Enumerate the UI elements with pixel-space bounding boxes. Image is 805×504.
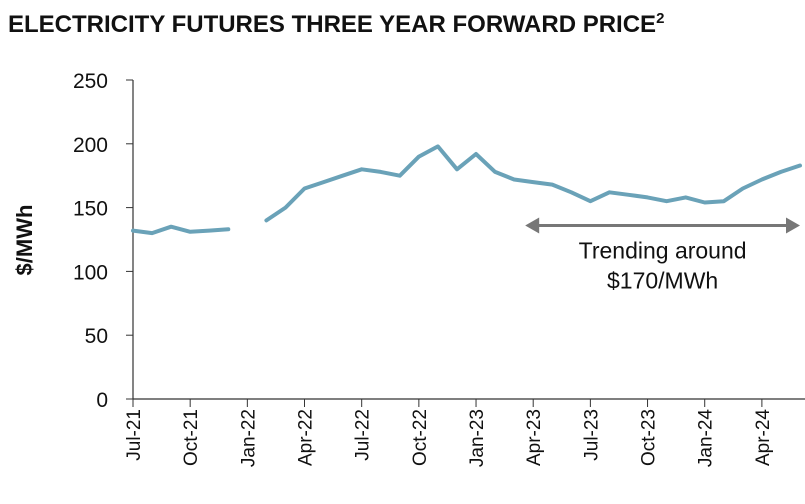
- price-line: [131, 144, 802, 236]
- x-tick-label: Jul-23: [581, 409, 602, 461]
- x-tick-label: Oct-23: [639, 409, 660, 466]
- title-text: ELECTRICITY FUTURES THREE YEAR FORWARD P…: [8, 11, 656, 38]
- x-tick-label: Oct-21: [181, 409, 202, 466]
- y-tick-label: 50: [85, 325, 108, 348]
- x-tick-label: Apr-23: [524, 409, 545, 466]
- x-tick-label: Jul-21: [124, 409, 145, 461]
- x-tick-label: Jan-23: [467, 409, 488, 467]
- annotation-text: $170/MWh: [607, 267, 718, 293]
- y-axis-label: $/MWh: [12, 205, 37, 276]
- x-tick-label: Apr-24: [753, 409, 774, 466]
- arrow-head: [786, 217, 800, 234]
- y-tick-label: 200: [73, 134, 108, 157]
- y-tick-label: 0: [96, 389, 108, 412]
- y-tick-label: 150: [73, 198, 108, 221]
- arrow-head: [525, 217, 540, 234]
- x-tick-label: Oct-22: [410, 409, 431, 466]
- annotation-text: Trending around: [579, 237, 747, 263]
- chart-title: ELECTRICITY FUTURES THREE YEAR FORWARD P…: [8, 10, 664, 38]
- x-tick-label: Jan-22: [238, 409, 259, 467]
- title-footnote: 2: [656, 10, 664, 27]
- x-tick-label: Jan-24: [696, 409, 717, 468]
- y-tick-label: 250: [73, 70, 108, 93]
- y-tick-label: 100: [73, 261, 108, 284]
- x-tick-label: Apr-22: [296, 409, 317, 466]
- x-tick-label: Jul-22: [353, 409, 374, 461]
